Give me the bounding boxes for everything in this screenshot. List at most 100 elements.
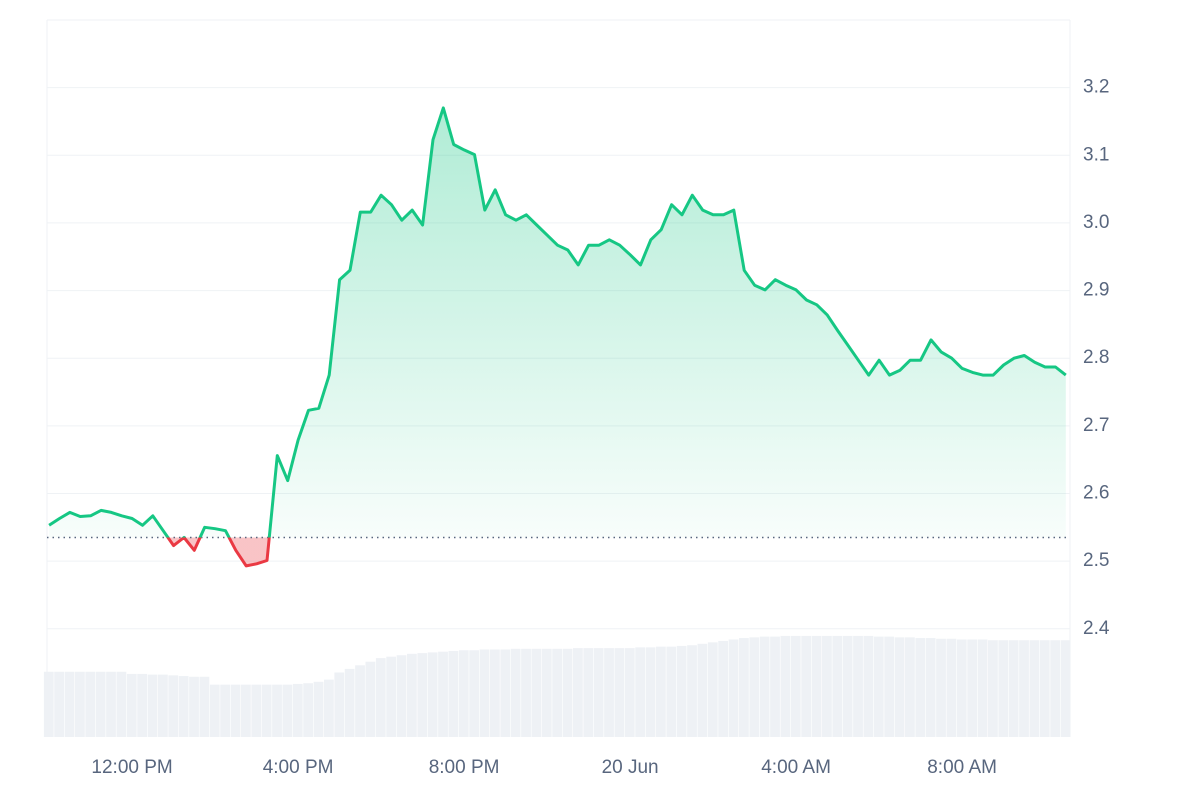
x-tick-label: 12:00 PM bbox=[91, 757, 172, 778]
volume-bar bbox=[469, 650, 480, 737]
volume-bar bbox=[178, 676, 189, 737]
volume-bar bbox=[739, 638, 749, 737]
volume-bar bbox=[770, 636, 780, 737]
volume-bar bbox=[998, 640, 1009, 737]
volume-bar bbox=[407, 653, 417, 737]
volume-bar bbox=[220, 684, 231, 737]
price-line bbox=[48, 106, 1067, 568]
volume-bar bbox=[521, 648, 531, 737]
volume-bar bbox=[925, 638, 936, 737]
volume-bar bbox=[344, 668, 355, 737]
y-tick-label: 2.7 bbox=[1083, 415, 1109, 436]
volume-bar bbox=[666, 646, 677, 737]
volume-bar bbox=[43, 671, 54, 737]
volume-bar bbox=[251, 684, 262, 737]
volume-bar bbox=[448, 650, 459, 737]
volume-bar bbox=[687, 645, 697, 737]
volume-bar bbox=[292, 683, 303, 737]
volume-bar bbox=[324, 679, 334, 737]
volume-bar bbox=[915, 638, 926, 737]
volume-bar bbox=[863, 635, 874, 737]
volume-bar bbox=[303, 683, 314, 737]
volume-bar bbox=[158, 674, 168, 737]
volume-bar bbox=[168, 675, 179, 737]
x-tick-label: 4:00 PM bbox=[263, 757, 334, 778]
volume-bar bbox=[365, 661, 376, 737]
volume-bar bbox=[1039, 640, 1050, 737]
volume-bar bbox=[1029, 640, 1040, 737]
volume-bar bbox=[873, 636, 884, 737]
x-tick-label: 8:00 PM bbox=[429, 757, 500, 778]
volume-bar bbox=[75, 671, 85, 737]
volume-bar bbox=[832, 635, 843, 737]
volume-bar bbox=[334, 672, 345, 737]
volume-bar bbox=[977, 639, 988, 737]
volume-bar bbox=[1060, 640, 1071, 737]
volume-bar bbox=[282, 684, 293, 737]
volume-bar bbox=[656, 646, 666, 737]
volume-bar bbox=[593, 648, 604, 737]
x-tick-label: 20 Jun bbox=[602, 757, 659, 778]
y-tick-label: 2.8 bbox=[1083, 347, 1109, 368]
volume-bar bbox=[583, 648, 594, 737]
volume-bar bbox=[147, 674, 158, 737]
volume-bar bbox=[313, 681, 324, 737]
volume-bar bbox=[562, 648, 573, 737]
volume-bar bbox=[884, 636, 895, 737]
volume-bar bbox=[749, 637, 760, 737]
volume-bar bbox=[718, 640, 729, 737]
volume-bar bbox=[780, 635, 791, 737]
volume-bar bbox=[573, 648, 583, 737]
volume-bar bbox=[479, 649, 490, 737]
volume-bar bbox=[676, 645, 687, 737]
volume-bar bbox=[417, 653, 428, 737]
volume-bar bbox=[624, 648, 635, 737]
volume-bar bbox=[822, 635, 832, 737]
volume-bar bbox=[510, 648, 521, 737]
volume-bar bbox=[697, 643, 708, 737]
volume-bar bbox=[375, 658, 386, 737]
volume-bar bbox=[54, 671, 65, 737]
volume-bar bbox=[552, 648, 563, 737]
volume-bar bbox=[209, 684, 220, 737]
volume-bar bbox=[842, 635, 853, 737]
y-tick-label: 3.0 bbox=[1083, 212, 1109, 233]
volume-bar bbox=[137, 673, 148, 737]
volume-bar bbox=[126, 673, 137, 737]
volume-bar bbox=[1008, 640, 1019, 737]
y-tick-label: 2.6 bbox=[1083, 483, 1109, 504]
volume-bar bbox=[355, 665, 365, 737]
volume-bar bbox=[790, 635, 801, 737]
volume-bar bbox=[645, 647, 656, 737]
volume-bar bbox=[801, 635, 812, 737]
volume-bar bbox=[230, 684, 241, 737]
volume-bar bbox=[189, 676, 199, 737]
volume-bar bbox=[241, 684, 251, 737]
volume-bar bbox=[967, 639, 978, 737]
volume-bar bbox=[85, 671, 96, 737]
volume-bar bbox=[541, 648, 552, 737]
volume-bar bbox=[64, 671, 75, 737]
volume-bar bbox=[936, 638, 946, 737]
volume-bar bbox=[614, 648, 625, 737]
volume-bar bbox=[438, 651, 448, 737]
volume-bar bbox=[396, 655, 407, 737]
volume-bar bbox=[956, 639, 967, 737]
y-tick-label: 3.1 bbox=[1083, 144, 1109, 165]
y-tick-label: 3.2 bbox=[1083, 77, 1109, 98]
volume-bar bbox=[427, 652, 438, 737]
volume-bar bbox=[106, 671, 116, 737]
x-tick-label: 4:00 AM bbox=[761, 757, 831, 778]
volume-bar bbox=[894, 637, 905, 737]
volume-bar bbox=[946, 638, 957, 737]
y-tick-label: 2.4 bbox=[1083, 618, 1110, 639]
volume-bar bbox=[500, 649, 511, 737]
volume-bar bbox=[199, 676, 210, 737]
x-tick-label: 8:00 AM bbox=[927, 757, 997, 778]
volume-bar bbox=[531, 648, 542, 737]
volume-bar bbox=[1050, 640, 1061, 737]
volume-bar bbox=[95, 671, 106, 737]
volume-bar bbox=[272, 684, 282, 737]
